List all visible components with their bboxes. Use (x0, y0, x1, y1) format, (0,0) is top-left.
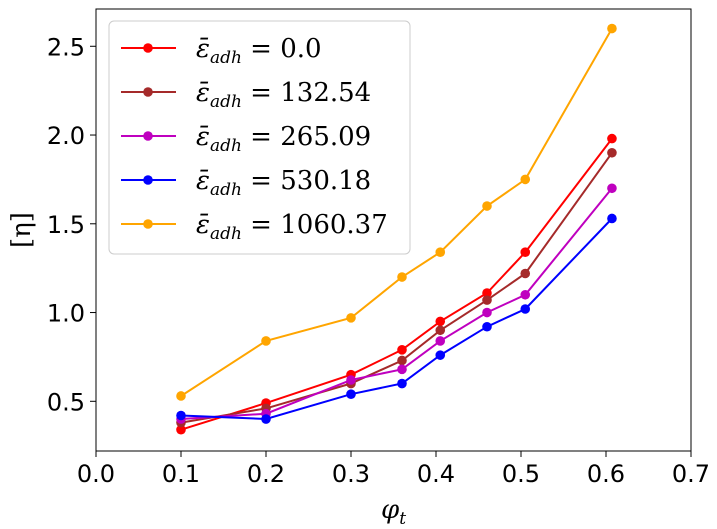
data-point (520, 268, 531, 279)
data-point (346, 313, 356, 323)
data-point (176, 410, 186, 421)
data-point (607, 133, 617, 144)
data-point (346, 389, 356, 399)
x-tick-label: 0.1 (162, 460, 200, 488)
data-point (176, 391, 186, 401)
legend-label: ε̄adh = 0.0 (196, 34, 322, 68)
data-point (520, 289, 531, 300)
legend-marker (143, 87, 153, 97)
data-point (261, 336, 271, 346)
y-tick-label: 1.0 (47, 300, 85, 328)
series-line-2 (180, 187, 613, 420)
data-point (482, 321, 492, 332)
data-point (435, 350, 446, 360)
data-point (397, 378, 407, 389)
data-point (607, 183, 617, 194)
data-point (607, 23, 617, 34)
data-point (435, 325, 446, 336)
legend-marker (143, 43, 153, 53)
data-point (346, 375, 356, 385)
series-line-4 (180, 28, 613, 397)
series-line-0 (180, 137, 613, 431)
data-point (482, 288, 492, 298)
data-point (435, 336, 446, 346)
legend: ε̄adh = 0.0 ε̄adh = 132.54 ε̄adh = 265.09 ε… (108, 20, 411, 255)
legend-label: ε̄adh = 1060.37 (196, 210, 388, 244)
data-point (482, 295, 492, 305)
x-tick-label: 0.0 (77, 460, 115, 488)
data-point (482, 201, 492, 211)
y-tick-label: 2.0 (47, 122, 85, 150)
legend-marker (143, 175, 153, 185)
data-point (520, 247, 531, 257)
data-point (607, 213, 617, 224)
data-point (435, 316, 446, 327)
data-point (607, 147, 617, 158)
legend-label: ε̄adh = 265.09 (196, 122, 371, 156)
data-point (397, 345, 407, 355)
data-point (397, 355, 407, 366)
x-axis-label: φt (381, 495, 406, 529)
series-group (176, 23, 617, 435)
legend-label: ε̄adh = 530.18 (196, 166, 371, 200)
data-point (482, 307, 492, 318)
series-line-1 (180, 152, 613, 424)
data-point (176, 424, 186, 435)
legend-marker (143, 131, 153, 141)
data-point (397, 272, 407, 282)
data-point (261, 414, 271, 424)
y-axis-label: [η] (7, 212, 37, 248)
data-point (520, 304, 531, 314)
legend-frame (108, 20, 411, 255)
x-tick-label: 0.4 (417, 460, 455, 488)
x-tick-label: 0.5 (502, 460, 540, 488)
x-tick-label: 0.7 (672, 460, 710, 488)
series-line-3 (180, 217, 613, 421)
legend-label: ε̄adh = 132.54 (196, 78, 371, 112)
data-point (520, 174, 531, 185)
data-point (397, 364, 407, 375)
y-tick-label: 2.5 (47, 33, 85, 61)
plot-frame (95, 8, 692, 452)
x-tick-label: 0.3 (332, 460, 370, 488)
x-tick-label: 0.2 (247, 460, 285, 488)
data-point (435, 247, 446, 257)
legend-marker (143, 219, 153, 229)
x-tick-label: 0.6 (587, 460, 625, 488)
y-tick-label: 1.5 (47, 211, 85, 239)
y-tick-label: 0.5 (47, 388, 85, 416)
